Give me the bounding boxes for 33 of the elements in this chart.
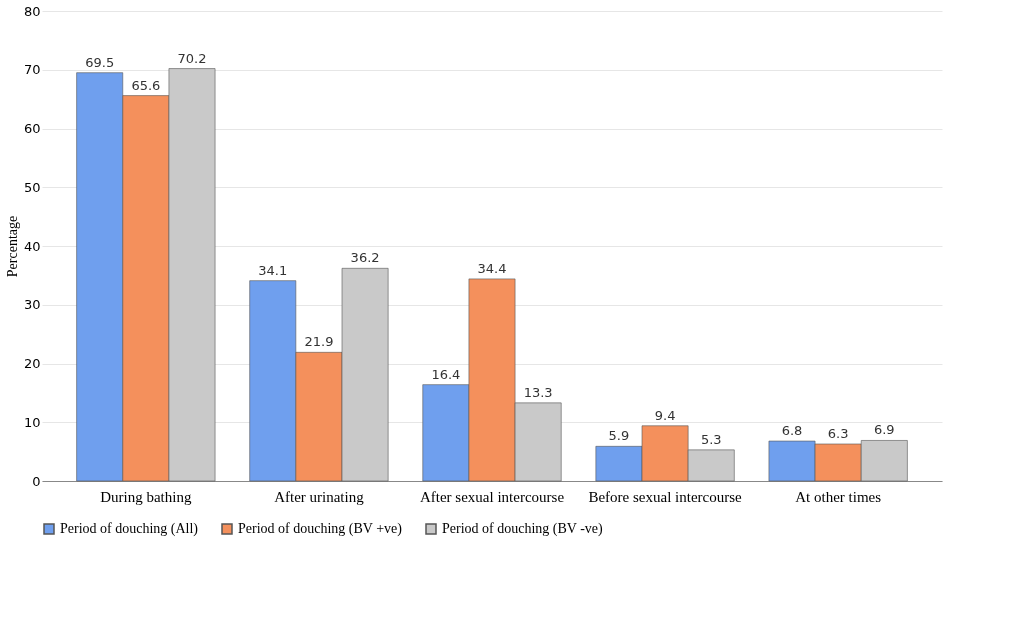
legend-label: Period of douching (BV +ve): [238, 521, 403, 537]
x-tick-label: At other times: [795, 488, 882, 505]
y-tick-label: 60: [23, 121, 41, 136]
data-label: 70.2: [177, 50, 207, 66]
data-label: 9.4: [654, 407, 676, 423]
y-tick-label: 70: [23, 62, 41, 78]
y-tick-label: 0: [32, 473, 41, 489]
y-tick-label: 10: [23, 414, 41, 430]
data-label: 16.4: [431, 366, 461, 382]
legend-label: Period of douching (BV -ve): [442, 521, 604, 537]
y-tick-label: 50: [23, 179, 41, 195]
data-label: 6.8: [781, 423, 803, 439]
data-label: 6.9: [873, 422, 895, 438]
data-label: 6.3: [827, 425, 849, 441]
data-label: 69.5: [85, 54, 115, 70]
x-tick-label: Before sexual intercourse: [588, 488, 743, 505]
data-label: 34.4: [477, 260, 507, 276]
y-axis-title: Percentage: [4, 215, 20, 278]
data-label: 13.3: [523, 384, 553, 400]
y-tick-label: 40: [23, 238, 41, 254]
y-tick-label: 80: [23, 3, 41, 19]
x-tick-label: After urinating: [274, 488, 365, 505]
data-label: 65.6: [131, 77, 161, 93]
x-tick-label: During bathing: [100, 488, 192, 505]
data-label: 5.3: [700, 431, 722, 447]
data-label: 34.1: [258, 262, 288, 278]
data-label: 36.2: [350, 250, 380, 266]
y-tick-label: 20: [23, 356, 41, 371]
y-tick-label: 30: [23, 297, 41, 313]
x-tick-label: After sexual intercourse: [419, 488, 565, 505]
legend-label: Period of douching (All): [60, 521, 199, 537]
data-label: 21.9: [304, 334, 334, 350]
data-label: 5.9: [608, 428, 630, 444]
